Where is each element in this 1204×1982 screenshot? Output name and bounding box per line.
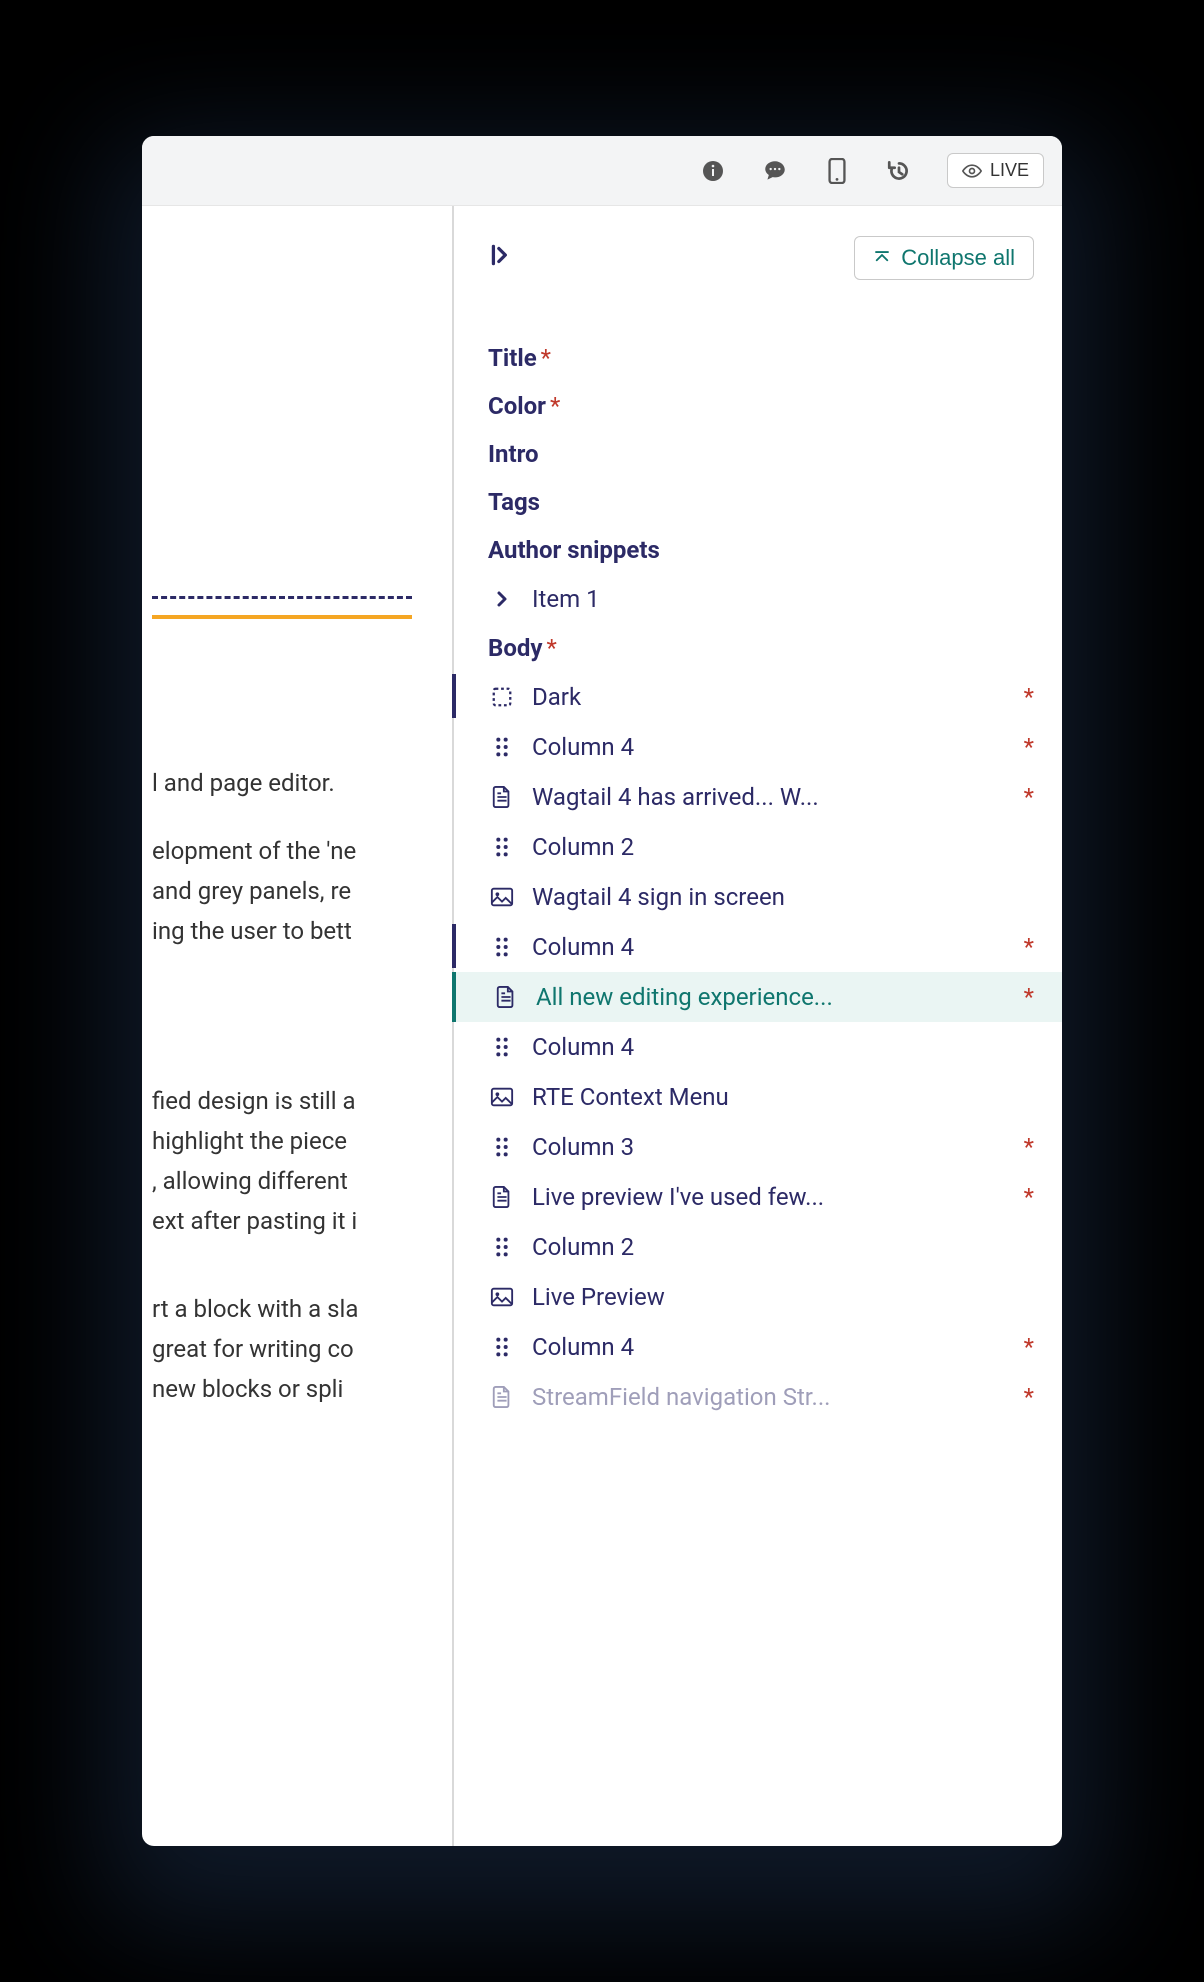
- grip-icon: [490, 1136, 514, 1158]
- editor-text-line: l and page editor.: [152, 769, 452, 797]
- editor-text-line: fied design is still a: [152, 1087, 452, 1115]
- required-marker: *: [1024, 1183, 1034, 1211]
- body-item-label: Column 2: [532, 1233, 1034, 1261]
- minimap-panel: Collapse all Title* Color* Intro Tags Au…: [452, 206, 1062, 1846]
- body-item-label: Column 4: [532, 933, 1002, 961]
- body-item-label: Live preview I've used few...: [532, 1183, 1002, 1211]
- body-item-label: Dark: [532, 683, 1002, 711]
- eye-icon: [962, 161, 982, 181]
- editor-text-line: elopment of the 'ne: [152, 837, 452, 865]
- required-marker: *: [1024, 1383, 1034, 1411]
- required-marker: *: [1024, 783, 1034, 811]
- required-marker: *: [1024, 983, 1034, 1011]
- doc-icon: [490, 785, 514, 809]
- body-item[interactable]: Column 2: [488, 1222, 1034, 1272]
- history-icon[interactable]: [885, 157, 913, 185]
- field-tags[interactable]: Tags: [488, 478, 1034, 526]
- body-item[interactable]: Wagtail 4 sign in screen: [488, 872, 1034, 922]
- body-item[interactable]: Column 4 *: [488, 1322, 1034, 1372]
- doc-icon: [494, 985, 518, 1009]
- body-item[interactable]: Column 3 *: [488, 1122, 1034, 1172]
- expand-panel-icon[interactable]: [488, 242, 514, 274]
- doc-icon: [490, 1185, 514, 1209]
- field-title[interactable]: Title*: [488, 334, 1034, 382]
- field-intro[interactable]: Intro: [488, 430, 1034, 478]
- body-item[interactable]: Column 4 *: [488, 922, 1034, 972]
- body-item-label: Wagtail 4 sign in screen: [532, 883, 1034, 911]
- body-item-label: Column 2: [532, 833, 1034, 861]
- editor-text-line: new blocks or spli: [152, 1375, 452, 1403]
- required-marker: *: [1024, 933, 1034, 961]
- doc-icon: [490, 1385, 514, 1409]
- body-item-label: Column 4: [532, 1033, 1034, 1061]
- author-item[interactable]: Item 1: [488, 574, 1034, 624]
- body-item-label: RTE Context Menu: [532, 1083, 1034, 1111]
- field-author-snippets[interactable]: Author snippets: [488, 526, 1034, 574]
- live-label: LIVE: [990, 160, 1029, 181]
- active-marker: [452, 674, 456, 718]
- dashed-divider: [152, 596, 412, 599]
- body-item-label: Live Preview: [532, 1283, 1034, 1311]
- editor-text-line: , allowing different: [152, 1167, 452, 1195]
- grip-icon: [490, 736, 514, 758]
- editor-text-line: great for writing co: [152, 1335, 452, 1363]
- info-icon[interactable]: [699, 157, 727, 185]
- body-item[interactable]: Column 2: [488, 822, 1034, 872]
- body-item[interactable]: Wagtail 4 has arrived... W... *: [488, 772, 1034, 822]
- body-items-list: Dark*Column 4*Wagtail 4 has arrived... W…: [488, 672, 1034, 1422]
- required-marker: *: [1024, 1133, 1034, 1161]
- app-frame: LIVE l and page editor. elopment of the …: [142, 136, 1062, 1846]
- active-marker: [452, 924, 456, 968]
- field-color[interactable]: Color*: [488, 382, 1034, 430]
- item-label: Item 1: [532, 585, 1034, 613]
- body-item[interactable]: Column 4 *: [488, 722, 1034, 772]
- orange-underline: [152, 615, 412, 619]
- panel-top: Collapse all: [488, 236, 1034, 280]
- chevron-right-icon: [490, 590, 514, 608]
- grip-icon: [490, 936, 514, 958]
- grip-icon: [490, 1236, 514, 1258]
- grip-icon: [490, 1036, 514, 1058]
- required-marker: *: [1024, 733, 1034, 761]
- image-icon: [490, 1286, 514, 1308]
- body-item[interactable]: All new editing experience... *: [452, 972, 1062, 1022]
- mobile-icon[interactable]: [823, 157, 851, 185]
- body-item-label: Column 4: [532, 1333, 1002, 1361]
- collapse-icon: [873, 249, 891, 267]
- editor-text-line: ing the user to bett: [152, 917, 452, 945]
- dashed-icon: [490, 686, 514, 708]
- editor-preview-pane: l and page editor. elopment of the 'ne a…: [142, 206, 452, 1846]
- comment-icon[interactable]: [761, 157, 789, 185]
- body-item-label: Column 4: [532, 733, 1002, 761]
- live-button[interactable]: LIVE: [947, 153, 1044, 188]
- editor-text-line: and grey panels, re: [152, 877, 452, 905]
- body-item[interactable]: Dark *: [488, 672, 1034, 722]
- body-item-label: StreamField navigation Str...: [532, 1383, 1002, 1411]
- content: l and page editor. elopment of the 'ne a…: [142, 206, 1062, 1846]
- editor-text-line: rt a block with a sla: [152, 1295, 452, 1323]
- image-icon: [490, 1086, 514, 1108]
- collapse-label: Collapse all: [901, 245, 1015, 271]
- collapse-all-button[interactable]: Collapse all: [854, 236, 1034, 280]
- required-marker: *: [1024, 1333, 1034, 1361]
- body-item-label: All new editing experience...: [536, 983, 1002, 1011]
- topbar: LIVE: [142, 136, 1062, 206]
- body-item[interactable]: StreamField navigation Str... *: [488, 1372, 1034, 1422]
- grip-icon: [490, 836, 514, 858]
- required-marker: *: [1024, 683, 1034, 711]
- body-item[interactable]: Live Preview: [488, 1272, 1034, 1322]
- field-body[interactable]: Body*: [488, 624, 1034, 672]
- body-item[interactable]: Column 4: [488, 1022, 1034, 1072]
- grip-icon: [490, 1336, 514, 1358]
- body-item-label: Column 3: [532, 1133, 1002, 1161]
- editor-text-line: ext after pasting it i: [152, 1207, 452, 1235]
- body-item[interactable]: RTE Context Menu: [488, 1072, 1034, 1122]
- body-item-label: Wagtail 4 has arrived... W...: [532, 783, 1002, 811]
- body-item[interactable]: Live preview I've used few... *: [488, 1172, 1034, 1222]
- editor-text-line: highlight the piece: [152, 1127, 452, 1155]
- image-icon: [490, 886, 514, 908]
